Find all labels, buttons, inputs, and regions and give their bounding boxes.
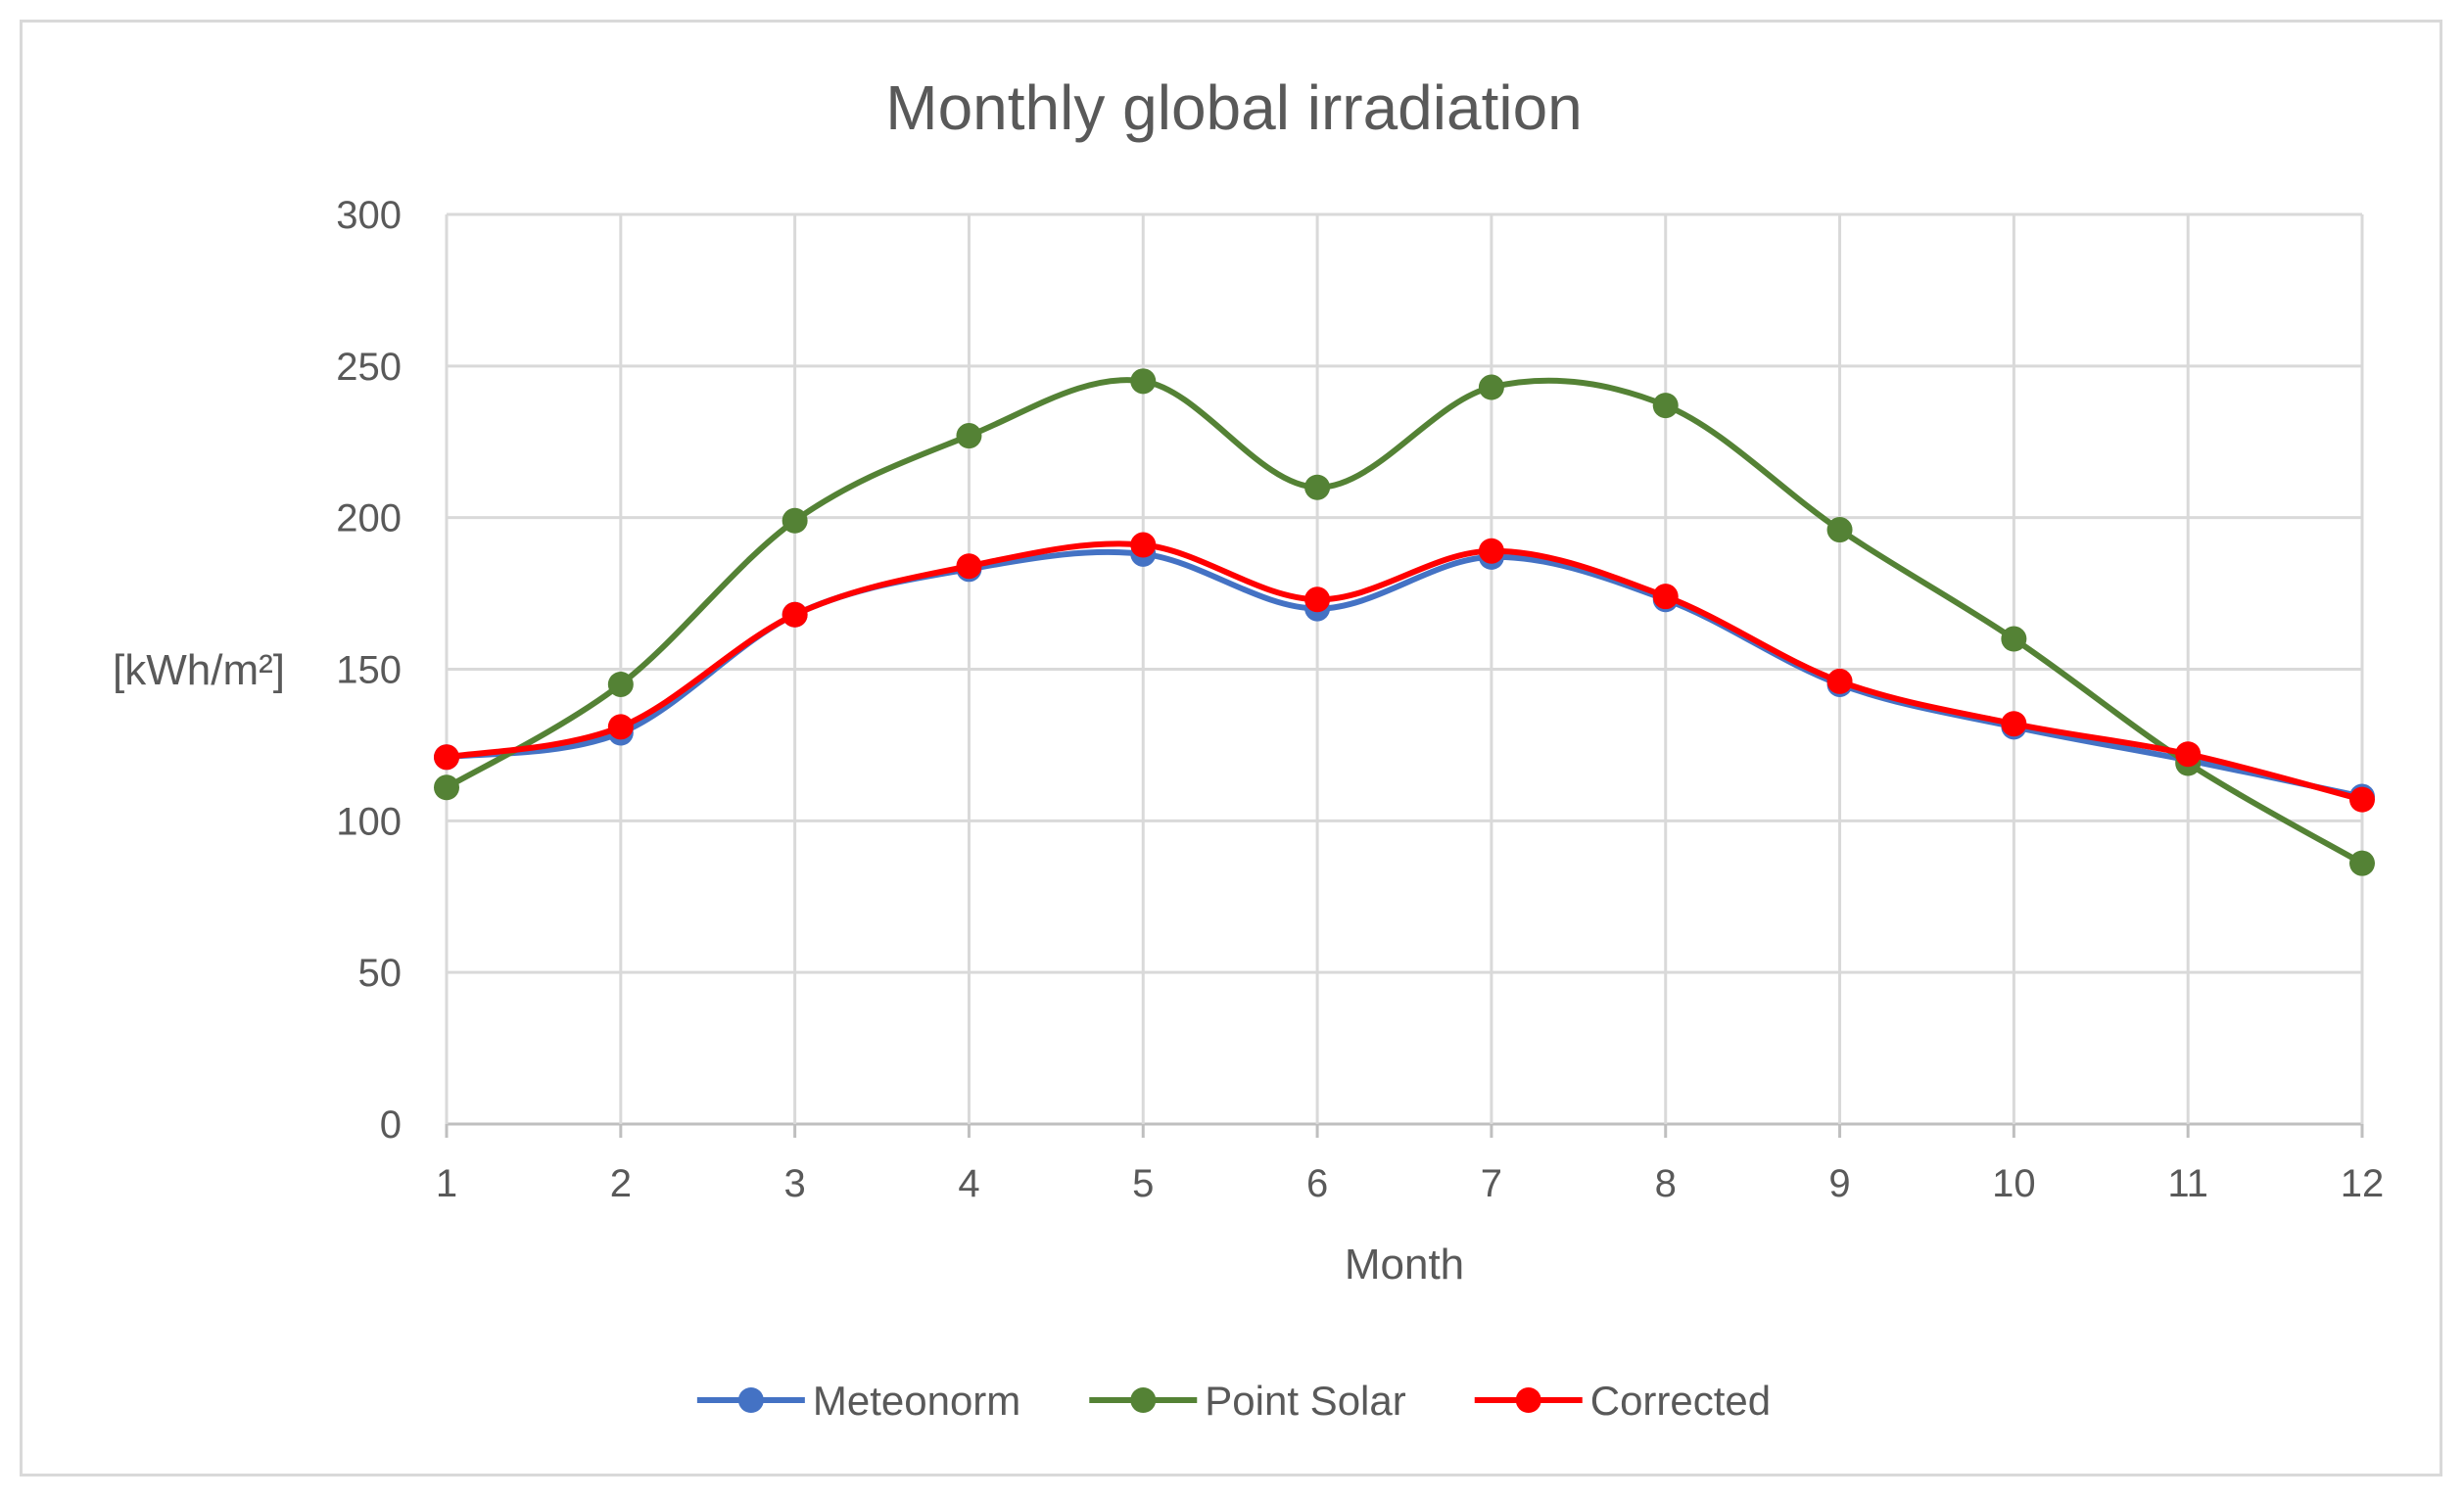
data-point-point-solar — [782, 507, 808, 534]
data-point-point-solar — [2001, 626, 2027, 652]
data-point-corrected — [607, 714, 634, 740]
data-point-corrected — [2175, 741, 2202, 768]
legend-swatch-marker — [1130, 1387, 1157, 1413]
series-line-point-solar — [445, 377, 2364, 867]
data-point-corrected — [1130, 532, 1157, 558]
x-tick-label: 5 — [1132, 1162, 1154, 1205]
chart-title: Monthly global irradiation — [885, 72, 1583, 143]
legend-item-point-solar: Point Solar — [1089, 1378, 1406, 1424]
data-point-point-solar — [2349, 850, 2375, 876]
data-point-corrected — [434, 744, 459, 771]
data-point-corrected — [1478, 538, 1504, 564]
data-point-point-solar — [1304, 474, 1331, 500]
series-layer — [434, 368, 2375, 876]
data-point-point-solar — [1826, 517, 1853, 543]
x-axis-title: Month — [1345, 1241, 1464, 1289]
y-tick-label: 300 — [336, 194, 402, 237]
data-point-corrected — [956, 553, 982, 580]
grid — [445, 212, 2364, 1138]
data-point-point-solar — [607, 671, 634, 697]
y-tick-label: 50 — [358, 952, 403, 995]
x-tick-label: 7 — [1481, 1162, 1502, 1205]
y-axis-title: [kWh/m²] — [113, 646, 285, 694]
y-tick-labels: 0 50 100 150 200 250 300 — [336, 194, 402, 1147]
x-tick-label: 4 — [958, 1162, 979, 1205]
x-tick-label: 2 — [610, 1162, 632, 1205]
x-tick-label: 1 — [436, 1162, 457, 1205]
x-tick-labels: 1 2 3 4 5 6 7 8 9 10 11 12 — [436, 1162, 2384, 1205]
data-point-point-solar — [1652, 393, 1679, 419]
series-point-solar — [434, 368, 2375, 876]
y-tick-label: 250 — [336, 346, 402, 389]
x-tick-label: 12 — [2341, 1162, 2385, 1205]
data-point-corrected — [1652, 584, 1679, 610]
y-tick-label: 150 — [336, 649, 402, 692]
data-point-corrected — [2001, 711, 2027, 737]
legend-swatch-marker — [737, 1387, 764, 1413]
data-point-point-solar — [1130, 368, 1157, 395]
legend: Meteonorm Point Solar Corrected — [696, 1378, 1771, 1424]
x-tick-label: 3 — [784, 1162, 806, 1205]
data-point-corrected — [1304, 586, 1331, 613]
data-point-corrected — [2349, 786, 2375, 813]
series-corrected — [434, 532, 2375, 813]
series-line-meteonorm — [446, 548, 2363, 800]
legend-item-meteonorm: Meteonorm — [696, 1378, 1020, 1424]
x-tick-label: 10 — [1992, 1162, 2036, 1205]
data-point-corrected — [1826, 668, 1853, 694]
data-point-point-solar — [434, 774, 459, 801]
series-line-corrected — [446, 540, 2363, 803]
x-tick-label: 6 — [1306, 1162, 1328, 1205]
x-tick-label: 8 — [1655, 1162, 1677, 1205]
legend-label: Meteonorm — [813, 1378, 1020, 1424]
x-tick-label: 11 — [2167, 1162, 2208, 1205]
x-tick-label: 9 — [1828, 1162, 1850, 1205]
legend-item-corrected: Corrected — [1474, 1378, 1771, 1424]
legend-label: Corrected — [1590, 1378, 1771, 1424]
data-point-corrected — [782, 601, 808, 628]
y-tick-label: 100 — [336, 800, 402, 843]
legend-swatch-marker — [1515, 1387, 1541, 1413]
legend-label: Point Solar — [1205, 1378, 1405, 1424]
y-tick-label: 0 — [380, 1103, 402, 1147]
y-tick-label: 200 — [336, 497, 402, 540]
data-point-point-solar — [1478, 374, 1504, 400]
data-point-point-solar — [956, 423, 982, 449]
chart-frame — [20, 20, 2442, 1477]
